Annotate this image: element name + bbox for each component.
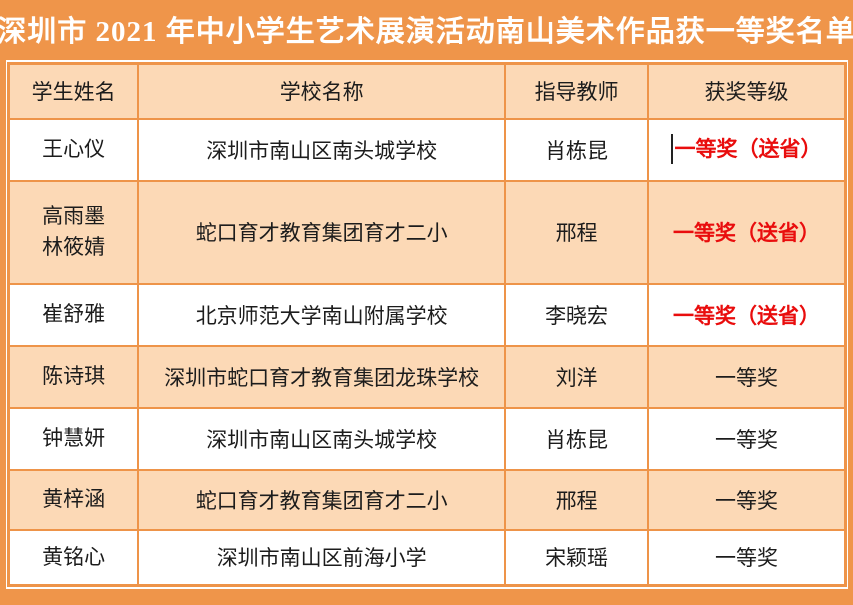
cell-teacher: 宋颖瑶	[504, 528, 649, 587]
cell-award: 一等奖	[646, 528, 847, 587]
cell-student: 黄梓涵	[7, 468, 140, 531]
table-row: 黄梓涵 蛇口育才教育集团育才二小 邢程 一等奖	[7, 468, 847, 531]
table-row: 高雨墨 林筱婧 蛇口育才教育集团育才二小 邢程 一等奖（送省）	[7, 179, 847, 285]
cell-student: 陈诗琪	[7, 344, 140, 409]
cell-teacher: 李晓宏	[504, 282, 649, 347]
cell-school: 深圳市南山区南头城学校	[137, 406, 507, 471]
cell-award: 一等奖	[646, 406, 847, 471]
cell-award: 一等奖（送省）	[646, 117, 847, 182]
document-title-bar: 深圳市 2021 年中小学生艺术展演活动南山美术作品获一等奖名单	[0, 0, 853, 58]
header-advisor: 指导教师	[504, 62, 649, 120]
page-title: 深圳市 2021 年中小学生艺术展演活动南山美术作品获一等奖名单	[0, 16, 853, 48]
table-header-row: 学生姓名 学校名称 指导教师 获奖等级	[7, 62, 847, 120]
cell-school: 蛇口育才教育集团育才二小	[137, 179, 507, 285]
text-cursor	[671, 134, 674, 165]
header-student-name: 学生姓名	[7, 62, 140, 120]
table-row: 陈诗琪 深圳市蛇口育才教育集团龙珠学校 刘洋 一等奖	[7, 344, 847, 409]
header-award-level: 获奖等级	[646, 62, 847, 120]
cell-student: 高雨墨 林筱婧	[7, 179, 140, 285]
cell-school: 深圳市南山区前海小学	[137, 528, 507, 587]
cell-teacher: 肖栋昆	[504, 117, 649, 182]
table-row: 黄铭心 深圳市南山区前海小学 宋颖瑶 一等奖	[7, 528, 847, 587]
award-winners-table: 学生姓名 学校名称 指导教师 获奖等级 王心仪 深圳市南山区南头城学校 肖栋昆 …	[7, 62, 847, 587]
cell-student: 钟慧妍	[7, 406, 140, 471]
table-row: 王心仪 深圳市南山区南头城学校 肖栋昆 一等奖（送省）	[7, 117, 847, 182]
award-text: 一等奖（送省）	[674, 136, 822, 161]
cell-student: 崔舒雅	[7, 282, 140, 347]
table-paper: 学生姓名 学校名称 指导教师 获奖等级 王心仪 深圳市南山区南头城学校 肖栋昆 …	[6, 60, 848, 589]
table-row: 崔舒雅 北京师范大学南山附属学校 李晓宏 一等奖（送省）	[7, 282, 847, 347]
cell-teacher: 邢程	[504, 179, 649, 285]
cell-school: 北京师范大学南山附属学校	[137, 282, 507, 347]
cell-teacher: 刘洋	[504, 344, 649, 409]
table-row: 钟慧妍 深圳市南山区南头城学校 肖栋昆 一等奖	[7, 406, 847, 471]
cell-student: 王心仪	[7, 117, 140, 182]
cell-student: 黄铭心	[7, 528, 140, 587]
cell-teacher: 邢程	[504, 468, 649, 531]
cell-teacher: 肖栋昆	[504, 406, 649, 471]
cell-award: 一等奖（送省）	[646, 282, 847, 347]
header-school-name: 学校名称	[137, 62, 507, 120]
cell-award: 一等奖	[646, 344, 847, 409]
cell-school: 深圳市南山区南头城学校	[137, 117, 507, 182]
cell-school: 深圳市蛇口育才教育集团龙珠学校	[137, 344, 507, 409]
cell-award: 一等奖	[646, 468, 847, 531]
cell-award: 一等奖（送省）	[646, 179, 847, 285]
cell-school: 蛇口育才教育集团育才二小	[137, 468, 507, 531]
